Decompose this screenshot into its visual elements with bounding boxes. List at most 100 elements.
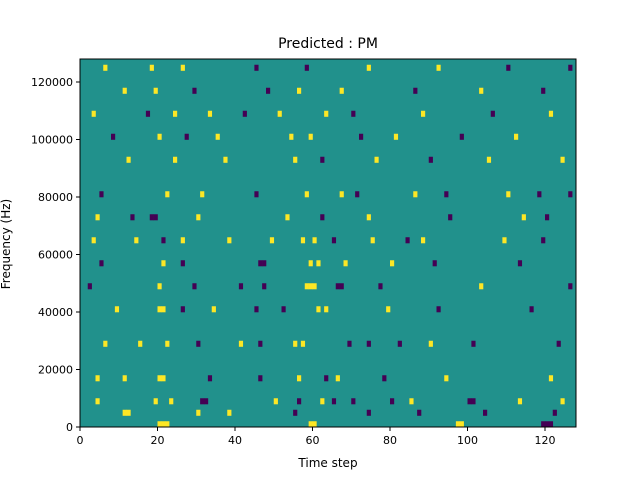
heatmap-cell	[370, 237, 375, 244]
heatmap-cell	[161, 421, 166, 428]
heatmap-cell	[390, 398, 395, 405]
heatmap-cell	[390, 260, 395, 267]
heatmap-cell	[444, 191, 449, 198]
x-tick-label: 100	[457, 434, 478, 447]
heatmap-cell	[200, 191, 205, 198]
heatmap-cell	[351, 110, 356, 117]
heatmap-cell	[347, 340, 352, 347]
heatmap-cell	[304, 191, 309, 198]
x-tick-label: 120	[535, 434, 556, 447]
x-tick-label: 60	[306, 434, 320, 447]
heatmap-cell	[238, 340, 244, 347]
heatmap-cell	[359, 133, 364, 140]
heatmap-cell	[281, 306, 286, 313]
heatmap-cell	[196, 214, 201, 221]
heatmap-cell	[366, 340, 371, 347]
heatmap-cell	[173, 156, 178, 163]
heatmap-cell	[568, 283, 573, 290]
heatmap-cell	[289, 133, 294, 140]
heatmap-cell	[560, 398, 565, 405]
heatmap-cell	[180, 260, 185, 267]
heatmap-cell	[273, 398, 278, 405]
heatmap-cell	[238, 283, 244, 290]
heatmap-cell	[258, 375, 263, 382]
heatmap-cell	[568, 64, 573, 71]
heatmap-cell	[103, 340, 108, 347]
heatmap-cell	[145, 110, 151, 117]
heatmap-cell	[308, 260, 313, 267]
heatmap-cell	[297, 375, 302, 382]
heatmap-cell	[207, 375, 213, 382]
heatmap-cell	[297, 398, 302, 405]
heatmap-cell	[320, 156, 325, 163]
heatmap-cell	[99, 191, 104, 198]
y-tick-label: 60000	[38, 249, 73, 262]
heatmap-cell	[560, 156, 565, 163]
y-axis: 0 20000 40000 60000 80000 100000 120000	[31, 76, 80, 434]
heatmap-cell	[293, 409, 298, 416]
heatmap-cell	[378, 283, 383, 290]
heatmap-cell	[165, 421, 170, 428]
heatmap-cell	[556, 340, 561, 347]
heatmap-cell	[103, 64, 108, 71]
heatmap-cell	[471, 398, 476, 405]
heatmap-cell	[502, 237, 507, 244]
heatmap-cell	[355, 191, 360, 198]
heatmap-cell	[517, 398, 523, 405]
heatmap-cell	[382, 375, 387, 382]
heatmap-cell	[266, 87, 271, 94]
heatmap-cell	[517, 260, 523, 267]
y-tick-label: 100000	[31, 134, 73, 147]
heatmap-cell	[196, 409, 201, 416]
heatmap-cell	[308, 283, 313, 290]
heatmap-cell	[87, 283, 92, 290]
heatmap-cell	[269, 237, 275, 244]
heatmap-cell	[339, 191, 344, 198]
heatmap-cell	[192, 87, 197, 94]
heatmap-cell	[514, 133, 519, 140]
heatmap-cell	[254, 191, 259, 198]
heatmap-cell	[335, 283, 340, 290]
heatmap-cell	[421, 237, 426, 244]
chart-title: Predicted : PM	[278, 36, 378, 52]
heatmap-cell	[114, 306, 120, 313]
y-tick-label: 120000	[31, 76, 73, 89]
heatmap-cell	[262, 260, 267, 267]
heatmap-cell	[95, 398, 100, 405]
heatmap-cell	[405, 237, 410, 244]
heatmap-cell	[541, 87, 546, 94]
heatmap-cell	[138, 340, 143, 347]
heatmap-cell	[258, 260, 263, 267]
heatmap-cell	[180, 306, 185, 313]
heatmap-cell	[293, 340, 298, 347]
heatmap-cell	[308, 421, 313, 428]
heatmap-cell	[204, 398, 209, 405]
heatmap-cell	[568, 191, 573, 198]
heatmap-cell	[397, 340, 402, 347]
heatmap-cell	[169, 398, 174, 405]
heatmap-cell	[312, 237, 317, 244]
heatmap-cell	[242, 110, 247, 117]
heatmap-cell	[545, 421, 550, 428]
heatmap-cell	[165, 340, 170, 347]
heatmap-cell	[483, 409, 488, 416]
y-tick-label: 80000	[38, 191, 73, 204]
heatmap-cell	[506, 64, 511, 71]
heatmap-cell	[366, 409, 371, 416]
heatmap-cell	[436, 306, 441, 313]
heatmap-cell	[211, 306, 216, 313]
heatmap-cell	[297, 87, 302, 94]
heatmap-cell	[324, 375, 329, 382]
heatmap-cell	[479, 87, 484, 94]
heatmap-cell	[552, 409, 557, 416]
heatmap-cell	[324, 110, 329, 117]
heatmap-cell	[285, 214, 290, 221]
heatmap-cell	[339, 87, 344, 94]
heatmap-cell	[165, 191, 170, 198]
heatmap-cell	[300, 237, 306, 244]
heatmap-cell	[343, 260, 348, 267]
heatmap-cell	[91, 110, 96, 117]
heatmap-cell	[320, 398, 325, 405]
